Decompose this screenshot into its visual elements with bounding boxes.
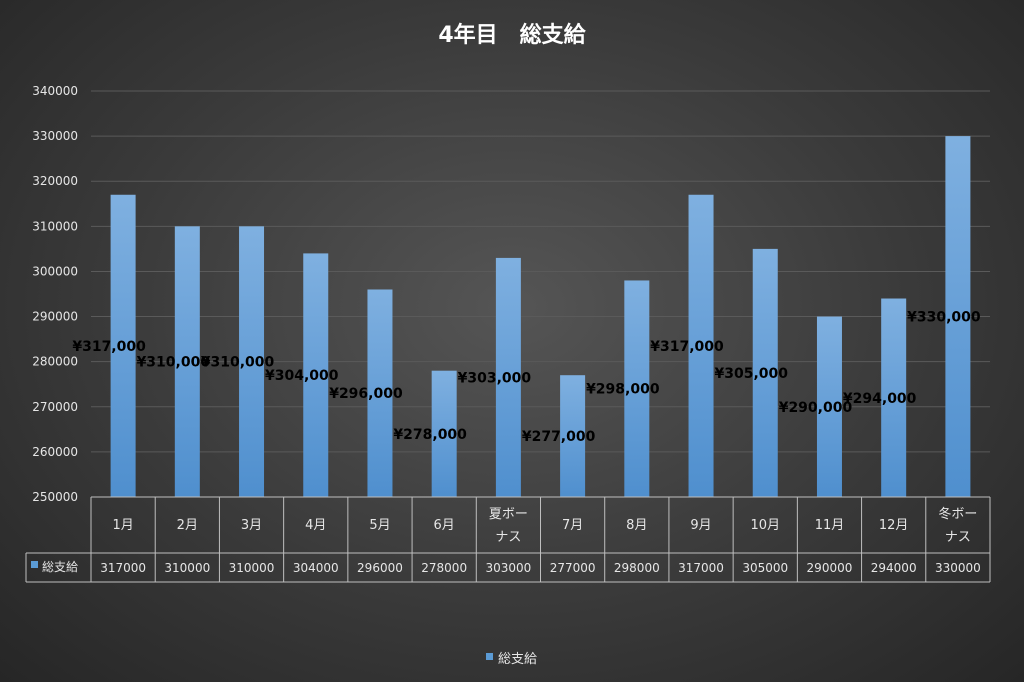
data-label: ¥304,000 bbox=[265, 368, 339, 384]
data-label: ¥330,000 bbox=[907, 310, 981, 326]
data-label: ¥294,000 bbox=[843, 391, 917, 407]
bar bbox=[945, 136, 971, 497]
legend: 総支給 bbox=[486, 652, 537, 667]
category-label-line1: 夏ボー bbox=[489, 507, 528, 522]
category-label: 12月 bbox=[879, 518, 909, 533]
y-tick-label: 280000 bbox=[32, 355, 78, 369]
category-label: 10月 bbox=[750, 518, 780, 533]
bar bbox=[239, 226, 265, 498]
category-label: 9月 bbox=[690, 518, 711, 533]
chart-title: 4年目 総支給 bbox=[438, 22, 586, 48]
data-label: ¥290,000 bbox=[779, 400, 853, 416]
category-label: 2月 bbox=[177, 518, 198, 533]
table-value-cell: 305000 bbox=[742, 561, 788, 575]
table-value-cell: 317000 bbox=[678, 561, 724, 575]
y-tick-label: 290000 bbox=[32, 310, 78, 324]
bar bbox=[881, 298, 907, 497]
table-value-cell: 310000 bbox=[229, 561, 275, 575]
bar bbox=[174, 226, 200, 498]
table-value-cell: 330000 bbox=[935, 561, 981, 575]
bar bbox=[303, 253, 329, 497]
table-value-cell: 298000 bbox=[614, 561, 660, 575]
legend-label: 総支給 bbox=[498, 652, 537, 667]
table-series-name: 総支給 bbox=[42, 560, 78, 574]
category-label: 6月 bbox=[434, 518, 455, 533]
category-label: 11月 bbox=[815, 518, 845, 533]
data-label: ¥298,000 bbox=[586, 382, 660, 398]
bar bbox=[688, 194, 714, 497]
data-label: ¥310,000 bbox=[201, 355, 275, 371]
bar bbox=[560, 375, 586, 497]
category-label: 4月 bbox=[305, 518, 326, 533]
table-value-cell: 310000 bbox=[164, 561, 210, 575]
table-value-cell: 317000 bbox=[100, 561, 146, 575]
data-label: ¥277,000 bbox=[522, 429, 596, 445]
data-label: ¥296,000 bbox=[329, 386, 403, 402]
category-label-line2: ナス bbox=[495, 530, 521, 545]
bar bbox=[431, 370, 457, 497]
bar bbox=[367, 289, 393, 497]
y-tick-label: 310000 bbox=[32, 219, 78, 233]
table-value-cell: 294000 bbox=[871, 561, 917, 575]
table-value-cell: 303000 bbox=[485, 561, 531, 575]
y-tick-label: 330000 bbox=[32, 129, 78, 143]
bar bbox=[752, 248, 778, 497]
table-legend-key bbox=[31, 561, 38, 568]
y-tick-label: 340000 bbox=[32, 84, 78, 98]
category-label: 7月 bbox=[562, 518, 583, 533]
category-label: 8月 bbox=[626, 518, 647, 533]
data-label: ¥278,000 bbox=[393, 427, 467, 443]
data-label: ¥310,000 bbox=[137, 355, 211, 371]
data-table: 総支給 1月 317000 2月 310000 3月 310000 4月 304000 5月 296… bbox=[25, 496, 991, 583]
table-value-cell: 277000 bbox=[550, 561, 596, 575]
y-tick-label: 260000 bbox=[32, 445, 78, 459]
category-label: 1月 bbox=[112, 518, 133, 533]
category-label-line1: 冬ボー bbox=[938, 506, 977, 522]
data-label: ¥317,000 bbox=[72, 339, 146, 355]
data-label: ¥305,000 bbox=[714, 366, 788, 382]
bars-layer bbox=[110, 136, 971, 498]
category-label-line2: ナス bbox=[945, 530, 971, 545]
legend-key bbox=[486, 653, 493, 660]
data-labels-layer: ¥317,000¥310,000¥310,000¥304,000¥296,000… bbox=[72, 310, 981, 446]
data-label: ¥317,000 bbox=[650, 339, 724, 355]
table-value-cell: 304000 bbox=[293, 561, 339, 575]
y-tick-label: 250000 bbox=[32, 490, 78, 504]
bar bbox=[816, 316, 842, 497]
bar bbox=[110, 194, 136, 497]
bar bbox=[624, 280, 650, 497]
data-label: ¥303,000 bbox=[458, 370, 532, 386]
bar bbox=[495, 257, 521, 497]
table-value-cell: 278000 bbox=[421, 561, 467, 575]
table-value-cell: 290000 bbox=[807, 561, 853, 575]
category-label: 5月 bbox=[369, 518, 390, 533]
table-value-cell: 296000 bbox=[357, 561, 403, 575]
category-label: 3月 bbox=[241, 518, 262, 533]
y-tick-label: 320000 bbox=[32, 174, 78, 188]
y-tick-label: 270000 bbox=[32, 400, 78, 414]
y-tick-label: 300000 bbox=[32, 264, 78, 278]
